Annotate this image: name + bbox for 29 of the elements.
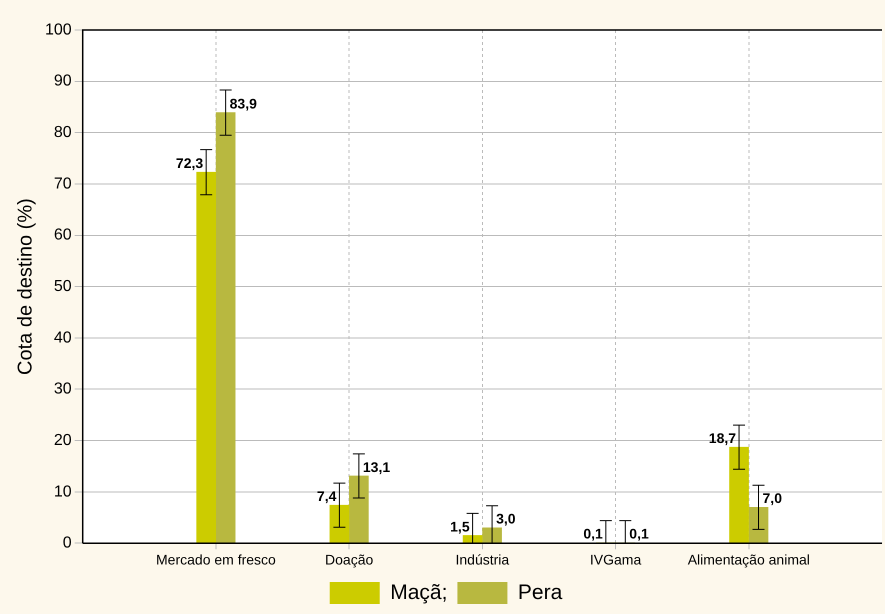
y-tick-label: 0 (62, 534, 72, 552)
data-label: 7,4 (316, 488, 337, 504)
y-tick-label: 60 (54, 226, 72, 244)
data-label: 83,9 (230, 95, 258, 112)
data-label: 1,5 (450, 518, 470, 534)
x-tick-label: Mercado em fresco (156, 551, 276, 568)
data-label: 0,1 (583, 526, 604, 542)
y-tick-label: 20 (54, 432, 72, 449)
y-tick-label: 90 (54, 72, 72, 90)
x-tick-label: Doação (324, 551, 374, 568)
y-tick-label: 70 (54, 175, 72, 192)
y-tick-label: 100 (44, 21, 72, 38)
legend-label: Pera (518, 580, 563, 604)
y-tick-label: 10 (54, 483, 72, 500)
x-tick-label: Alimentação animal (688, 551, 810, 568)
data-label: 72,3 (176, 155, 204, 172)
y-tick-label: 50 (54, 278, 72, 296)
data-label: 7,0 (762, 490, 782, 506)
y-axis-title: Cota de destino (%) (14, 198, 37, 375)
y-tick-label: 80 (54, 124, 72, 142)
data-label: 13,1 (362, 458, 390, 475)
data-label: 0,1 (629, 526, 649, 542)
x-tick-label: Indústria (455, 551, 510, 568)
y-tick-label: 40 (54, 329, 72, 346)
legend-label: Maçã; (390, 580, 448, 604)
data-label: 18,7 (708, 430, 736, 446)
y-tick-label: 30 (54, 380, 72, 398)
x-tick-label: IVGama (590, 551, 642, 568)
data-label: 3,0 (496, 510, 516, 527)
